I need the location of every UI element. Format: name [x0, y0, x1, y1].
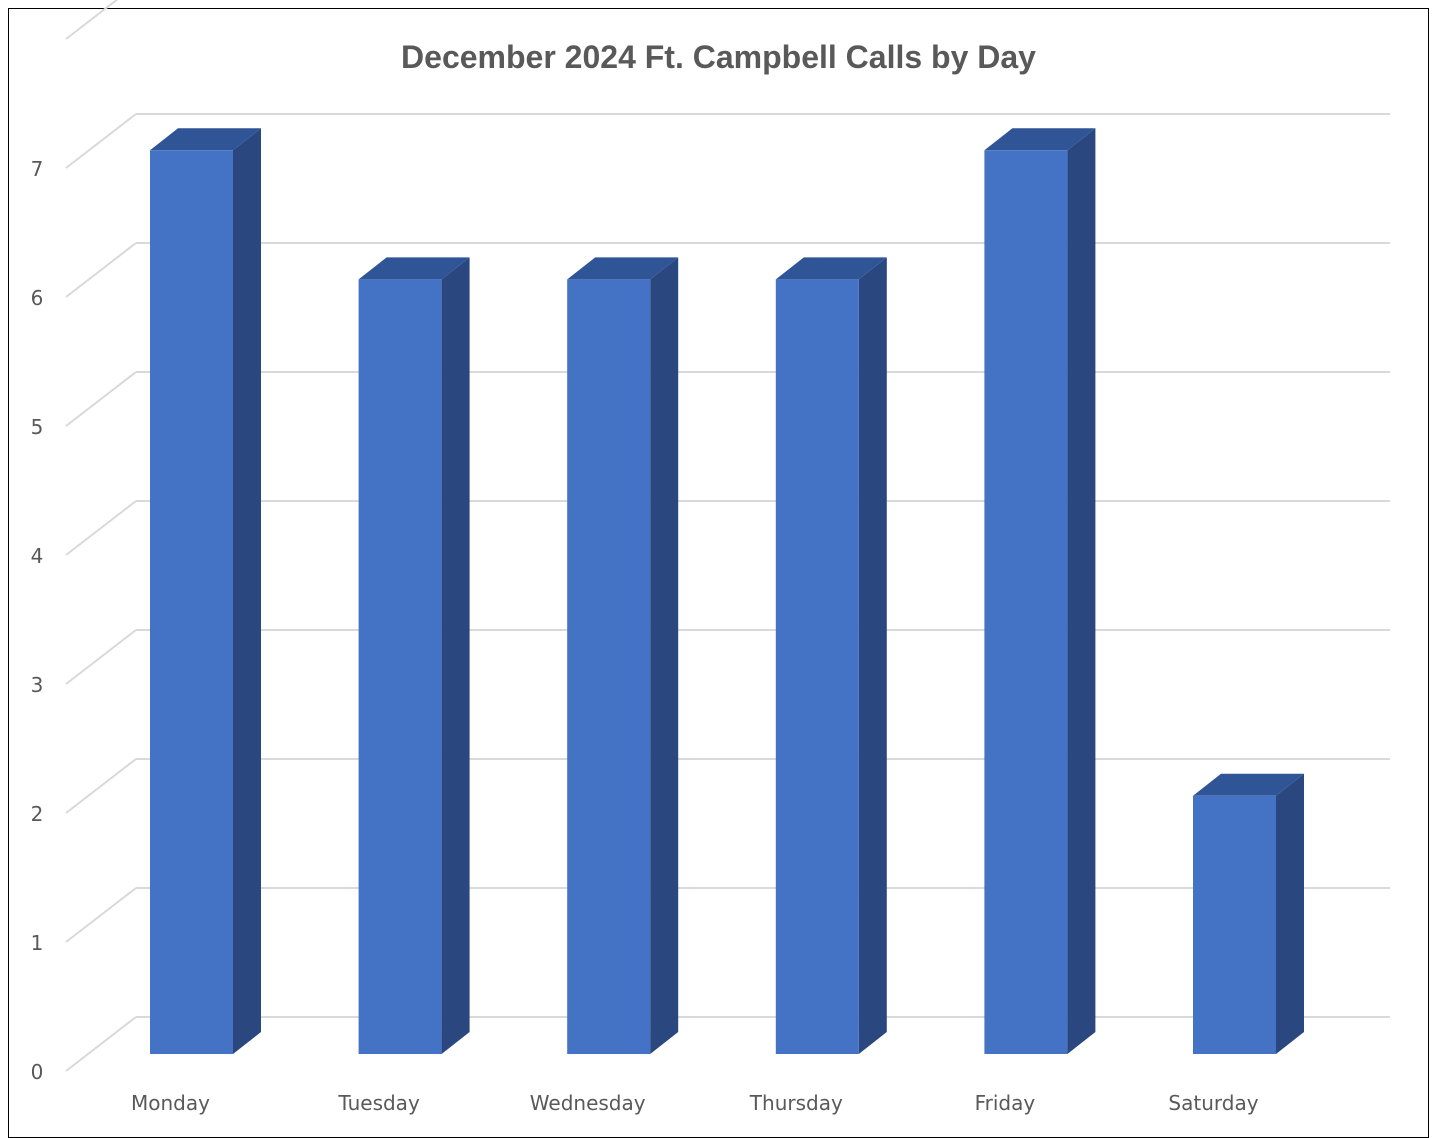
x-category-label: Saturday	[1168, 1091, 1258, 1115]
gridline-side	[65, 113, 137, 169]
y-tick-label: 3	[31, 673, 44, 697]
bar-top-face	[1193, 773, 1304, 796]
bar-side-face	[1276, 773, 1304, 1054]
y-tick-label: 1	[31, 931, 44, 955]
gridline-side	[65, 0, 119, 40]
x-category-label: Thursday	[749, 1091, 843, 1115]
x-category-label: Friday	[975, 1091, 1036, 1115]
y-tick-label: 2	[31, 802, 44, 826]
bar-monday	[150, 128, 261, 1055]
bar-top-face	[984, 128, 1096, 151]
bar-side-face	[858, 257, 887, 1054]
bar-wednesday	[567, 257, 679, 1054]
gridline-side	[65, 500, 137, 556]
y-tick-label: 5	[31, 415, 44, 439]
bar-side-face	[441, 257, 470, 1054]
bar-front-face	[775, 279, 859, 1054]
bars	[150, 128, 1304, 1055]
y-tick-label: 0	[31, 1060, 44, 1084]
bar-side-face	[650, 257, 679, 1054]
bar-top-face	[775, 257, 887, 280]
chart-title: December 2024 Ft. Campbell Calls by Day	[401, 39, 1036, 75]
bar-side-face	[233, 128, 261, 1055]
bar-front-face	[1193, 795, 1276, 1054]
x-axis-labels: Monday Tuesday Wednesday Thursday Friday Satu…	[131, 1091, 1259, 1115]
bar-front-face	[567, 279, 651, 1054]
y-tick-label: 4	[31, 544, 44, 568]
bar-friday	[984, 128, 1096, 1055]
x-category-label: Wednesday	[530, 1091, 646, 1115]
bar-front-face	[150, 150, 233, 1055]
bar-top-face	[567, 257, 679, 280]
x-category-label: Monday	[131, 1091, 210, 1115]
bar-front-face	[358, 279, 442, 1054]
bar-top-face	[358, 257, 470, 280]
gridline-side	[65, 887, 137, 943]
y-tick-label: 7	[31, 157, 44, 181]
gridline-side	[65, 629, 137, 685]
x-category-label: Tuesday	[337, 1091, 420, 1115]
bar-saturday	[1193, 773, 1304, 1054]
gridline-side	[65, 371, 137, 427]
bar-front-face	[984, 150, 1068, 1055]
y-tick-label: 6	[31, 286, 44, 310]
gridline-side	[65, 1016, 137, 1072]
bar-top-face	[150, 128, 261, 151]
y-axis-ticks: 0 1 2 3 4 5 6 7	[31, 157, 44, 1084]
gridline-side	[65, 758, 137, 814]
bar-tuesday	[358, 257, 470, 1054]
bar-side-face	[1067, 128, 1096, 1055]
gridline-side	[65, 242, 137, 298]
bar-thursday	[775, 257, 887, 1054]
gridlines	[65, 0, 1390, 1072]
